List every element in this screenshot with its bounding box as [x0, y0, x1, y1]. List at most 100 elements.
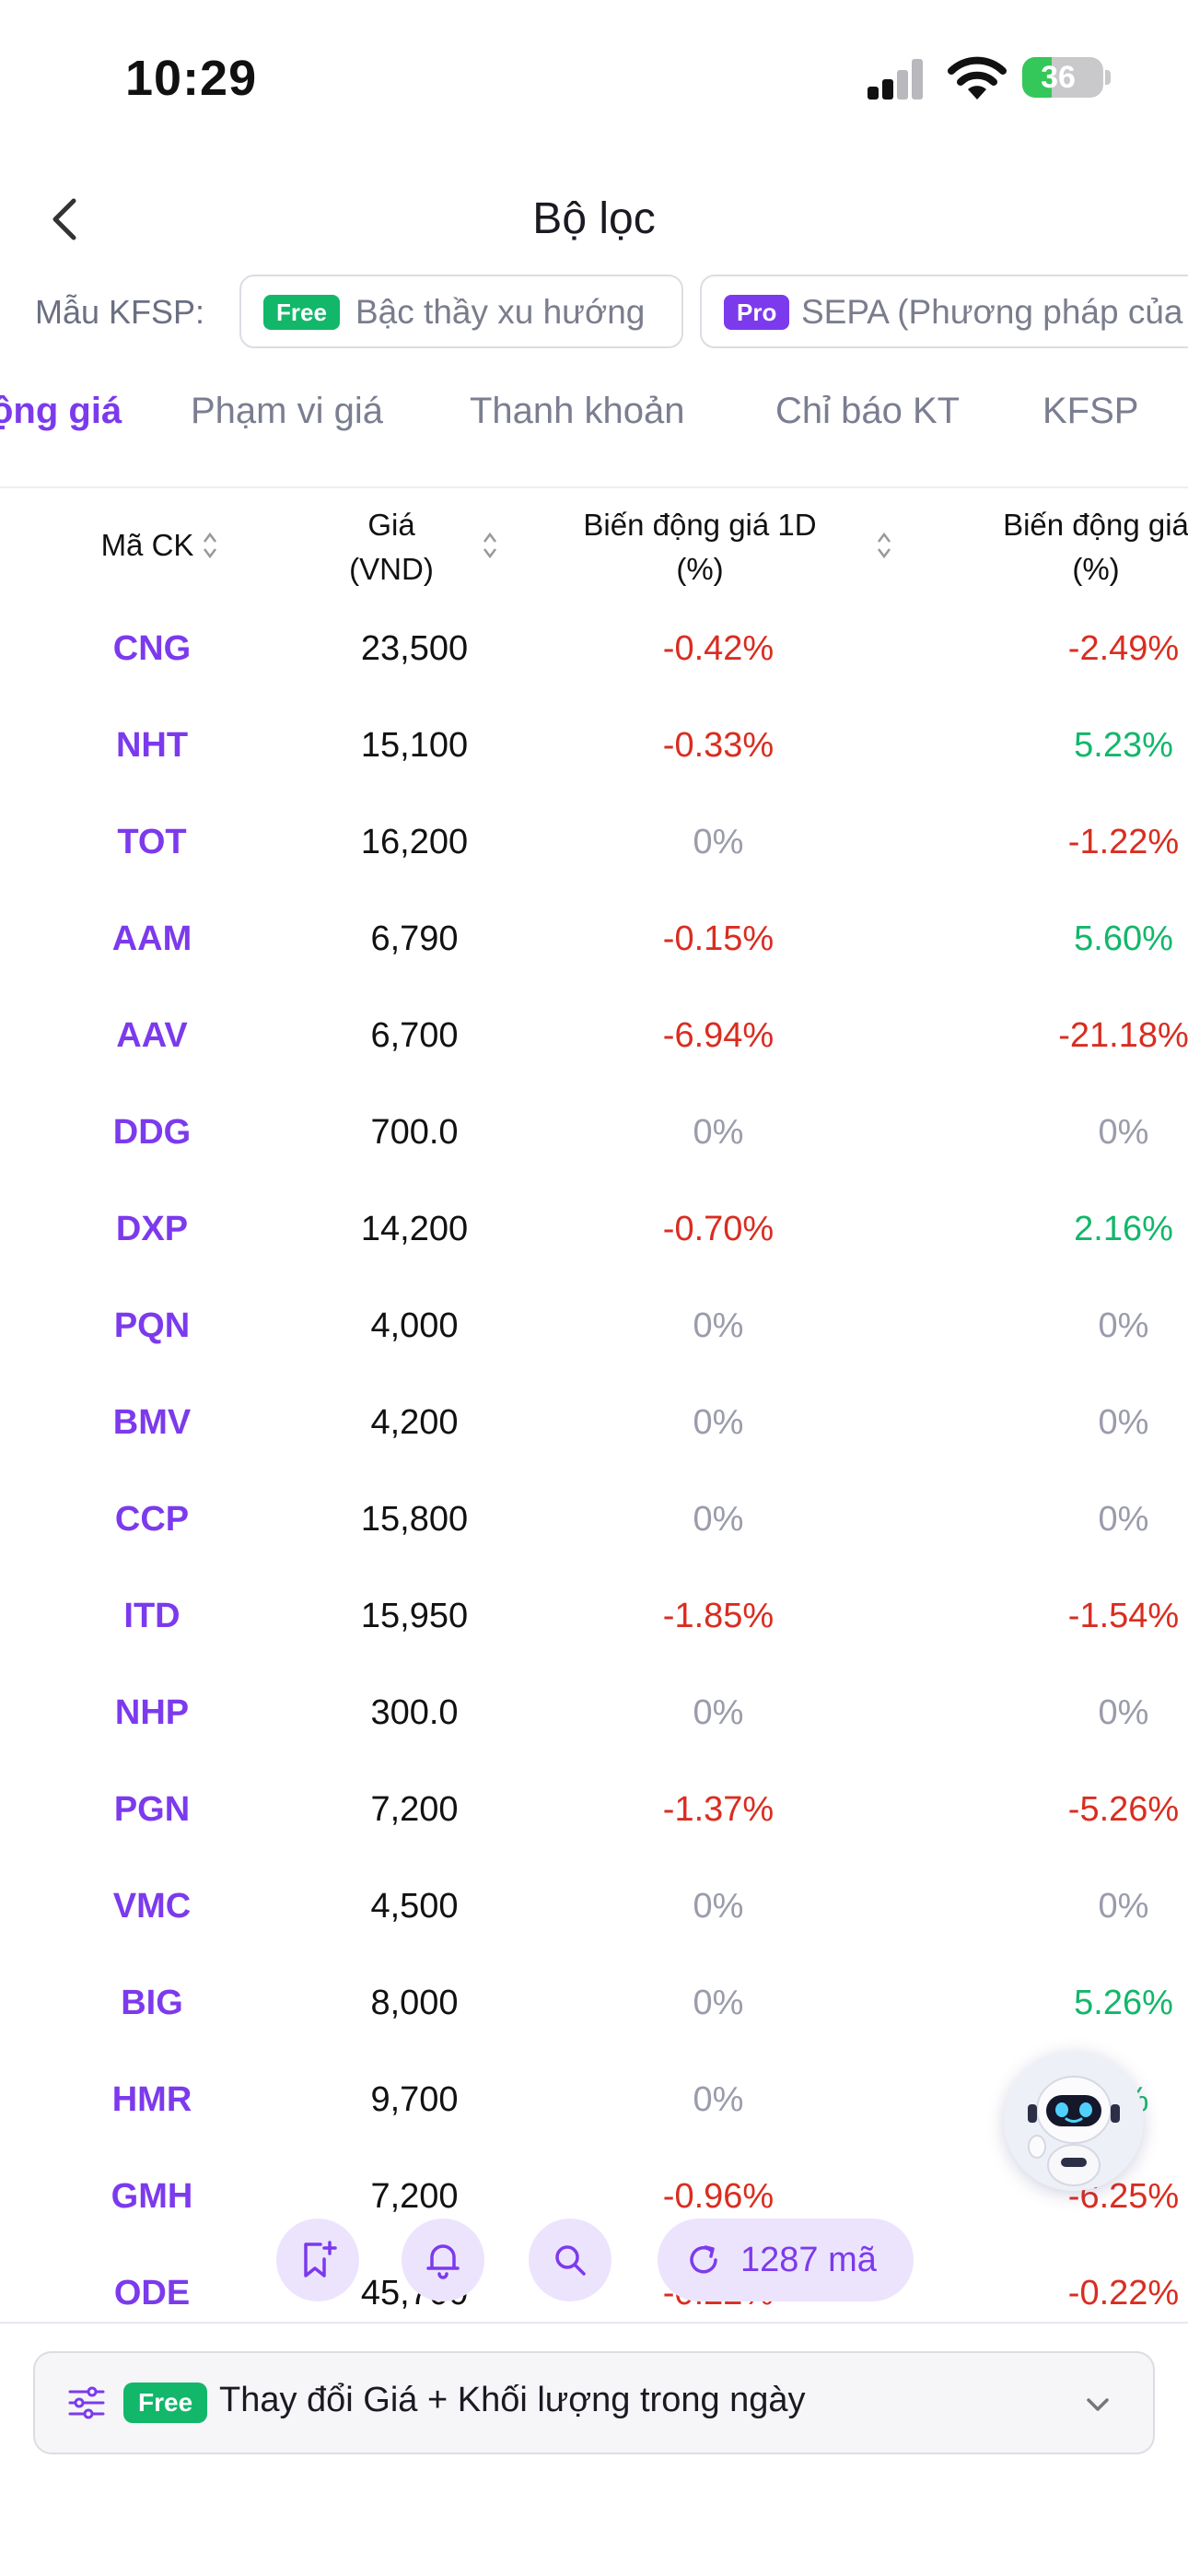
active-filter-label: Thay đổi Giá + Khối lượng trong ngày: [219, 2381, 806, 2419]
stock-price: 15,800: [360, 1500, 469, 1539]
price-change-1d: -1.85%: [662, 1597, 775, 1635]
robot-assistant-button[interactable]: [1004, 2051, 1144, 2191]
bookmark-add-icon: [304, 2241, 337, 2277]
robot-assistant-icon: [1028, 2076, 1120, 2186]
price-change-2: 0%: [1098, 1403, 1149, 1442]
search-button[interactable]: [529, 2219, 611, 2301]
table-row[interactable]: PGN 7,200 -1.37% -5.26%: [0, 1762, 1188, 1858]
price-change-1d: -0.70%: [662, 1210, 775, 1248]
column-header-change-1d-line1: Biến động giá 1D: [583, 508, 817, 542]
column-header-change-2[interactable]: Biến động giá (%): [949, 503, 1188, 591]
battery-level: 36: [1041, 60, 1076, 95]
table-row[interactable]: DDG 700.0 0% 0%: [0, 1084, 1188, 1181]
kfsp-template-chip[interactable]: Free Bậc thầy xu hướng: [239, 275, 683, 348]
table-row[interactable]: CNG 23,500 -0.42% -2.49%: [0, 601, 1188, 697]
column-header-price-line2: (VND): [349, 552, 434, 586]
price-change-1d: 0%: [693, 1984, 744, 2022]
battery-tip: [1105, 70, 1111, 85]
sort-icon[interactable]: [875, 529, 893, 562]
stock-price: 8,000: [370, 1984, 459, 2022]
stock-price: 6,790: [370, 919, 459, 958]
price-change-1d: -6.94%: [662, 1016, 775, 1055]
kfsp-template-name: SEPA (Phương pháp của: [801, 293, 1183, 331]
price-change-2: -21.18%: [1058, 1016, 1188, 1055]
sort-icon[interactable]: [481, 529, 499, 562]
table-row[interactable]: BMV 4,200 0% 0%: [0, 1375, 1188, 1471]
refresh-icon: [690, 2245, 717, 2274]
table-row[interactable]: AAV 6,700 -6.94% -21.18%: [0, 988, 1188, 1084]
table-row[interactable]: ITD 15,950 -1.85% -1.54%: [0, 1568, 1188, 1665]
column-header-price[interactable]: Giá (VND): [313, 503, 470, 591]
stock-price: 16,200: [360, 823, 469, 861]
add-watchlist-button[interactable]: [276, 2219, 359, 2301]
table-row[interactable]: DXP 14,200 -0.70% 2.16%: [0, 1181, 1188, 1278]
results-count: 1287 mã: [740, 2241, 877, 2279]
back-arrow-icon[interactable]: [37, 190, 96, 249]
table-row[interactable]: VMC 4,500 0% 0%: [0, 1858, 1188, 1955]
price-change-1d: 0%: [693, 1500, 744, 1539]
stock-symbol: HMR: [111, 2080, 192, 2119]
price-change-2: 2.16%: [1074, 1210, 1173, 1248]
sliders-icon: [68, 2386, 105, 2419]
bell-icon: [426, 2244, 460, 2279]
refresh-results-button[interactable]: 1287 mã: [658, 2219, 914, 2301]
price-change-2: -2.49%: [1067, 629, 1180, 668]
price-change-1d: 0%: [693, 2080, 744, 2119]
free-badge: Free: [123, 2383, 208, 2423]
stock-price: 300.0: [370, 1693, 459, 1732]
table-row[interactable]: TOT 16,200 0% -1.22%: [0, 794, 1188, 891]
cellular-signal-icon: [868, 59, 925, 100]
kfsp-template-row: Mẫu KFSP: Free Bậc thầy xu hướng Pro SEP…: [0, 273, 1188, 352]
stock-symbol: AAV: [116, 1016, 188, 1055]
stock-symbol: TOT: [117, 823, 187, 861]
kfsp-template-chip[interactable]: Pro SEPA (Phương pháp của: [700, 275, 1188, 348]
column-header-change-1d[interactable]: Biến động giá 1D (%): [553, 503, 847, 591]
battery-icon: 36: [1022, 57, 1103, 98]
column-header-symbol[interactable]: Mã CK: [100, 528, 194, 562]
price-change-1d: -0.15%: [662, 919, 775, 958]
free-badge: Free: [263, 295, 340, 330]
price-change-1d: 0%: [693, 1306, 744, 1345]
tab-thanh-khoan[interactable]: Thanh khoản: [470, 391, 685, 431]
price-change-1d: 0%: [693, 1403, 744, 1442]
page-title: Bộ lọc: [532, 194, 656, 243]
table-row[interactable]: AAM 6,790 -0.15% 5.60%: [0, 891, 1188, 988]
table-row[interactable]: BIG 8,000 0% 5.26%: [0, 1955, 1188, 2052]
price-change-2: 5.60%: [1074, 919, 1173, 958]
tab-chi-bao-kt[interactable]: Chỉ báo KT: [775, 391, 961, 431]
tab-kfsp[interactable]: KFSP: [1042, 391, 1139, 431]
filter-tabs: ộng giá Phạm vi giá Thanh khoản Chỉ báo …: [0, 378, 1188, 461]
search-icon: [555, 2245, 586, 2276]
stock-price: 14,200: [360, 1210, 469, 1248]
stock-symbol: NHP: [114, 1693, 190, 1732]
column-header-change-2-line1: Biến động giá: [1003, 508, 1188, 542]
table-row[interactable]: PQN 4,000 0% 0%: [0, 1278, 1188, 1375]
active-filter-selector[interactable]: Free Thay đổi Giá + Khối lượng trong ngà…: [33, 2351, 1155, 2454]
stock-symbol: ODE: [113, 2274, 191, 2313]
stock-symbol: PGN: [113, 1790, 191, 1829]
table-row[interactable]: NHP 300.0 0% 0%: [0, 1665, 1188, 1762]
price-change-2: 0%: [1098, 1887, 1149, 1926]
price-change-2: 0%: [1098, 1500, 1149, 1539]
stock-price: 7,200: [370, 2177, 459, 2216]
table-row[interactable]: NHT 15,100 -0.33% 5.23%: [0, 697, 1188, 794]
wifi-icon: [948, 56, 1007, 100]
tab-bien-dong-gia[interactable]: ộng giá: [0, 391, 122, 431]
stock-symbol: ITD: [123, 1597, 181, 1635]
alert-button[interactable]: [402, 2219, 484, 2301]
stock-price: 15,950: [360, 1597, 469, 1635]
tab-pham-vi-gia[interactable]: Phạm vi giá: [191, 391, 383, 431]
stock-price: 23,500: [360, 629, 469, 668]
status-time: 10:29: [125, 51, 258, 106]
table-row[interactable]: CCP 15,800 0% 0%: [0, 1471, 1188, 1568]
pro-badge: Pro: [724, 295, 790, 330]
stock-symbol: BIG: [121, 1984, 183, 2022]
status-bar: 10:29 36: [0, 0, 1188, 157]
stock-symbol: NHT: [115, 726, 189, 765]
sort-icon[interactable]: [201, 529, 219, 562]
price-change-1d: 0%: [693, 1887, 744, 1926]
stock-price: 15,100: [360, 726, 469, 765]
price-change-2: -1.22%: [1067, 823, 1180, 861]
table-row[interactable]: GMH 7,200 -0.96% -6.25%: [0, 2149, 1188, 2245]
